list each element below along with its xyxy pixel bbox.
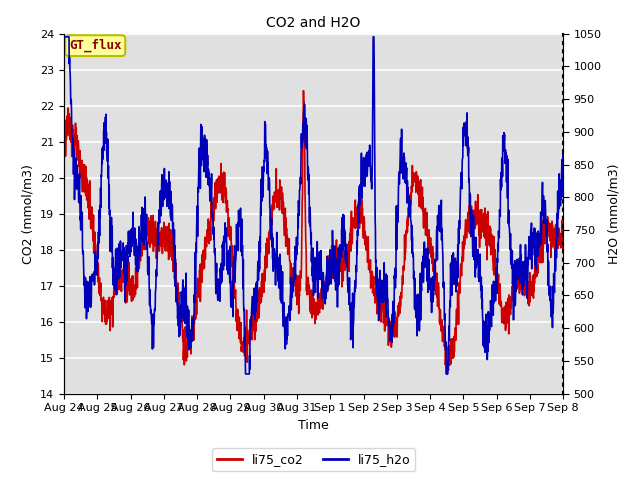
Title: CO2 and H2O: CO2 and H2O xyxy=(266,16,361,30)
Legend: li75_co2, li75_h2o: li75_co2, li75_h2o xyxy=(212,448,415,471)
Text: GT_flux: GT_flux xyxy=(69,39,122,52)
Y-axis label: H2O (mmol/m3): H2O (mmol/m3) xyxy=(607,163,620,264)
X-axis label: Time: Time xyxy=(298,419,329,432)
Y-axis label: CO2 (mmol/m3): CO2 (mmol/m3) xyxy=(22,164,35,264)
